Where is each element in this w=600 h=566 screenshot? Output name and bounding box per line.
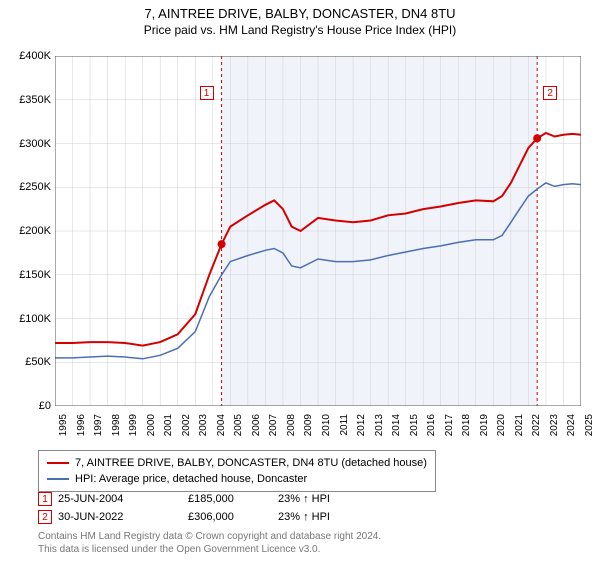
x-tick-label: 2022 [531, 414, 542, 436]
legend-label-2: HPI: Average price, detached house, Donc… [75, 473, 307, 485]
sale-marker-icon: 1 [38, 492, 52, 506]
x-tick-label: 2002 [181, 414, 192, 436]
x-tick-label: 2009 [303, 414, 314, 436]
x-tick-label: 2012 [356, 414, 367, 436]
x-tick-label: 2004 [216, 414, 227, 436]
sale-price: £185,000 [188, 493, 278, 505]
footer-text: Contains HM Land Registry data © Crown c… [38, 530, 381, 556]
sale-marker-icon: 2 [38, 510, 52, 524]
chart-svg [55, 56, 581, 406]
x-tick-label: 2005 [233, 414, 244, 436]
x-tick-label: 2016 [426, 414, 437, 436]
x-tick-label: 2001 [163, 414, 174, 436]
sale-row: 1 25-JUN-2004£185,00023% ↑ HPI [38, 490, 368, 508]
x-tick-label: 1996 [76, 414, 87, 436]
x-tick-label: 2019 [479, 414, 490, 436]
x-tick-label: 2020 [496, 414, 507, 436]
x-tick-label: 2007 [268, 414, 279, 436]
sale-date: 30-JUN-2022 [58, 511, 188, 523]
x-tick-label: 2015 [409, 414, 420, 436]
x-tick-label: 2013 [374, 414, 385, 436]
y-tick-label: £0 [6, 400, 51, 412]
sale-marker-2: 2 [543, 86, 557, 100]
x-tick-label: 2014 [391, 414, 402, 436]
sale-marker-1: 1 [200, 86, 214, 100]
legend-row: 7, AINTREE DRIVE, BALBY, DONCASTER, DN4 … [47, 455, 427, 471]
x-tick-label: 2017 [444, 414, 455, 436]
y-tick-label: £250K [6, 181, 51, 193]
legend-swatch-2 [47, 478, 69, 480]
sale-diff: 23% ↑ HPI [278, 511, 368, 523]
legend-row: HPI: Average price, detached house, Donc… [47, 471, 427, 487]
x-tick-label: 2011 [339, 414, 350, 436]
x-tick-label: 1998 [111, 414, 122, 436]
y-tick-label: £200K [6, 225, 51, 237]
x-tick-label: 2003 [198, 414, 209, 436]
y-tick-label: £50K [6, 356, 51, 368]
y-tick-label: £350K [6, 94, 51, 106]
x-tick-label: 2008 [286, 414, 297, 436]
chart-subtitle: Price paid vs. HM Land Registry's House … [0, 23, 600, 37]
footer-line-2: This data is licensed under the Open Gov… [38, 543, 381, 556]
y-tick-label: £300K [6, 138, 51, 150]
sale-row: 2 30-JUN-2022£306,00023% ↑ HPI [38, 508, 368, 526]
y-tick-label: £400K [6, 50, 51, 62]
legend: 7, AINTREE DRIVE, BALBY, DONCASTER, DN4 … [38, 450, 436, 492]
chart-area: £0£50K£100K£150K£200K£250K£300K£350K£400… [55, 56, 581, 422]
x-tick-label: 2021 [514, 414, 525, 436]
x-tick-label: 2024 [566, 414, 577, 436]
x-tick-label: 1997 [93, 414, 104, 436]
legend-label-1: 7, AINTREE DRIVE, BALBY, DONCASTER, DN4 … [75, 457, 427, 469]
x-tick-label: 2010 [321, 414, 332, 436]
y-tick-label: £100K [6, 313, 51, 325]
x-tick-label: 2006 [251, 414, 262, 436]
x-tick-label: 2023 [549, 414, 560, 436]
footer-line-1: Contains HM Land Registry data © Crown c… [38, 530, 381, 543]
legend-swatch-1 [47, 462, 69, 464]
sale-date: 25-JUN-2004 [58, 493, 188, 505]
x-tick-label: 2000 [146, 414, 157, 436]
x-tick-label: 2025 [584, 414, 595, 436]
y-tick-label: £150K [6, 269, 51, 281]
chart-title: 7, AINTREE DRIVE, BALBY, DONCASTER, DN4 … [0, 6, 600, 21]
sale-diff: 23% ↑ HPI [278, 493, 368, 505]
x-tick-label: 1995 [58, 414, 69, 436]
sales-table: 1 25-JUN-2004£185,00023% ↑ HPI 2 30-JUN-202… [38, 490, 368, 526]
sale-price: £306,000 [188, 511, 278, 523]
x-tick-label: 1999 [128, 414, 139, 436]
x-tick-label: 2018 [461, 414, 472, 436]
